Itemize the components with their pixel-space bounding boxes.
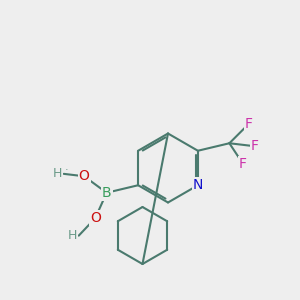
Text: O: O — [90, 211, 101, 225]
Text: F: F — [251, 139, 259, 153]
Text: B: B — [102, 186, 111, 200]
Text: H: H — [68, 229, 77, 242]
Text: F: F — [245, 117, 253, 131]
Text: ·: · — [79, 227, 83, 237]
Text: H: H — [53, 167, 62, 180]
Text: F: F — [239, 157, 247, 171]
Text: O: O — [79, 169, 90, 183]
Text: N: N — [193, 178, 203, 192]
Text: ·: · — [64, 165, 68, 175]
